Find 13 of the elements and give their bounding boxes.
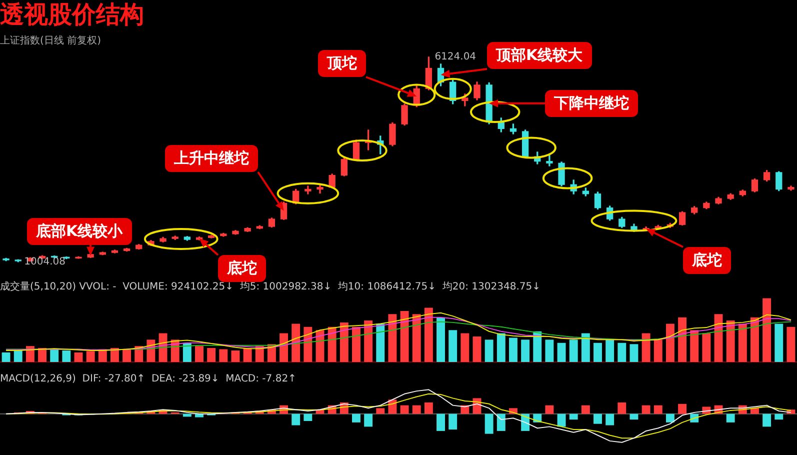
annotation: 下降中继坨 [545, 90, 638, 117]
chart-title: MACD(12,26,9) DIF: -27.80↑ DEA: -23.89↓ MACD: -7.82↑ [0, 374, 296, 385]
chart-title: 成交量(5,10,20) VVOL: - VOLUME: 924102.25↓ 均5: 1002982.38↓ 均10: 1086412.75↓ 均20: 1302348.75↓ [0, 280, 540, 293]
annotation: 底坨 [218, 255, 266, 282]
annotation: 上升中继坨 [165, 145, 258, 172]
annotation: 1004.08 [24, 256, 66, 268]
chart-subtitle: 上证指数(日线 前复权) [0, 34, 102, 46]
annotation: 顶坨 [318, 50, 366, 77]
chart-title: 透视股价结构 [0, 0, 144, 29]
annotation: 6124.04 [434, 52, 476, 63]
annotation: 顶部K线较大 [487, 42, 592, 69]
annotation: 底部K线较小 [27, 218, 132, 245]
annotation: 底坨 [683, 247, 731, 274]
